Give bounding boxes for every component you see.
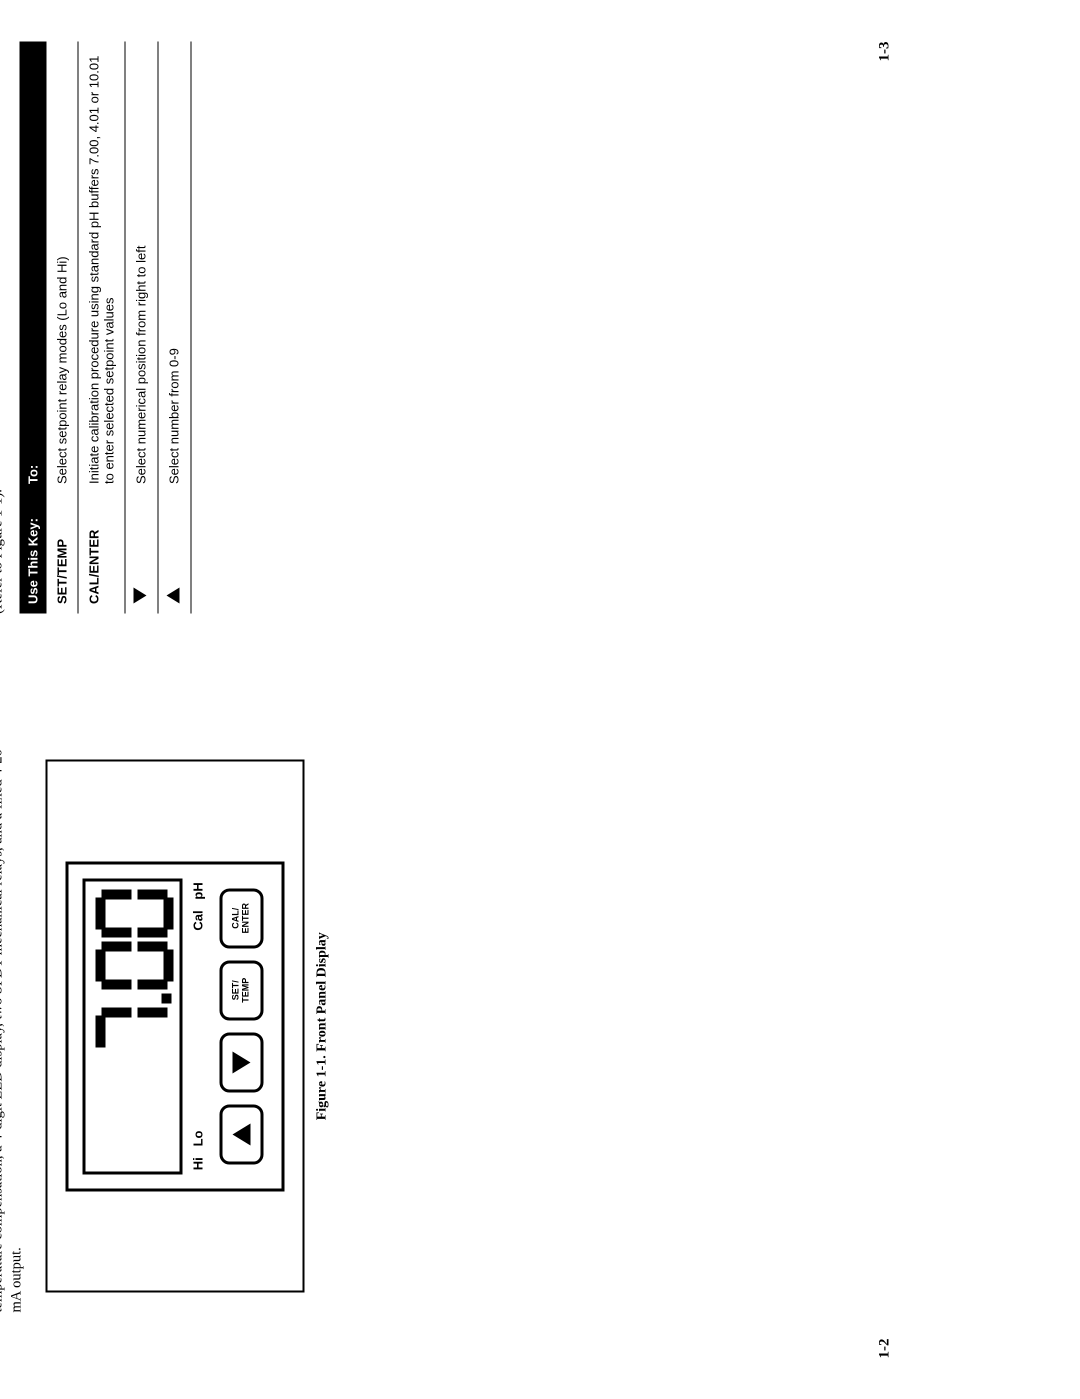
indicator-row: Hi Lo Cal pH [190, 878, 205, 1174]
section-number: 1.2 [0, 1323, 330, 1359]
front-panel: Hi Lo Cal pH SET/ TEMP CAL/ ENTER [65, 861, 284, 1191]
digit-0a [95, 941, 173, 989]
cal-label: Cal [190, 910, 205, 930]
triangle-up-icon [232, 1123, 250, 1145]
section-1-2: 1.2 Controller Description The OMEGA® PH… [0, 740, 330, 1359]
table-row: SET/TEMPSelect setpoint relay modes (Lo … [47, 42, 79, 615]
lcd-display [82, 878, 182, 1174]
table-to-cell: Select setpoint relay modes (Lo and Hi) [47, 42, 79, 495]
table-key-cell: SET/TEMP [47, 494, 79, 614]
table-row: CAL/ENTERInitiate calibration procedure … [78, 42, 125, 615]
keypad-table: Use This Key: To: SET/TEMPSelect setpoin… [20, 42, 192, 615]
set-temp-button: SET/ TEMP [219, 960, 263, 1020]
section-1-3: 1.3 Keypad Description The PHCN-410 feat… [0, 42, 192, 661]
section-paragraph: The PHCN-410 features four keys for ente… [0, 42, 8, 615]
figure-caption: Figure 1-1. Front Panel Display [314, 740, 330, 1313]
table-to-cell: Select numerical position from right to … [125, 42, 158, 495]
triangle-down-icon [232, 1051, 250, 1073]
table-to-cell: Select number from 0-9 [158, 42, 191, 495]
table-to-cell: Initiate calibration procedure using sta… [78, 42, 125, 495]
cal-enter-button: CAL/ ENTER [219, 888, 263, 948]
lo-label: Lo [190, 1131, 205, 1147]
hi-label: Hi [190, 1157, 205, 1170]
figure-frame: Hi Lo Cal pH SET/ TEMP CAL/ ENTER [45, 760, 304, 1293]
triangle-down-icon [134, 588, 147, 604]
section-number: 1.3 [0, 624, 192, 660]
digit-0b [95, 889, 173, 937]
up-button [219, 1104, 263, 1164]
table-head-to: To: [20, 42, 47, 495]
down-button [219, 1032, 263, 1092]
right-page: Getting Started 1 1.3 Keypad Description… [0, 2, 922, 701]
table-head-key: Use This Key: [20, 494, 47, 614]
triangle-up-icon [167, 588, 180, 604]
table-key-cell [158, 494, 191, 614]
section-paragraph: The OMEGA® PHCN-410 pH controller is a m… [0, 740, 27, 1313]
digit-7 [95, 1007, 173, 1055]
table-row: Select number from 0-9 [158, 42, 191, 615]
table-key-cell: CAL/ENTER [78, 494, 125, 614]
table-row: Select numerical position from right to … [125, 42, 158, 615]
page-number-right: 1-3 [877, 42, 894, 62]
page-number-left: 1-2 [877, 1339, 894, 1359]
decimal-point [161, 993, 171, 1003]
left-page: 1 Getting Started 1.2 Controller Descrip… [0, 700, 922, 1399]
button-row: SET/ TEMP CAL/ ENTER [219, 878, 263, 1174]
ph-label: pH [190, 882, 205, 899]
table-key-cell [125, 494, 158, 614]
